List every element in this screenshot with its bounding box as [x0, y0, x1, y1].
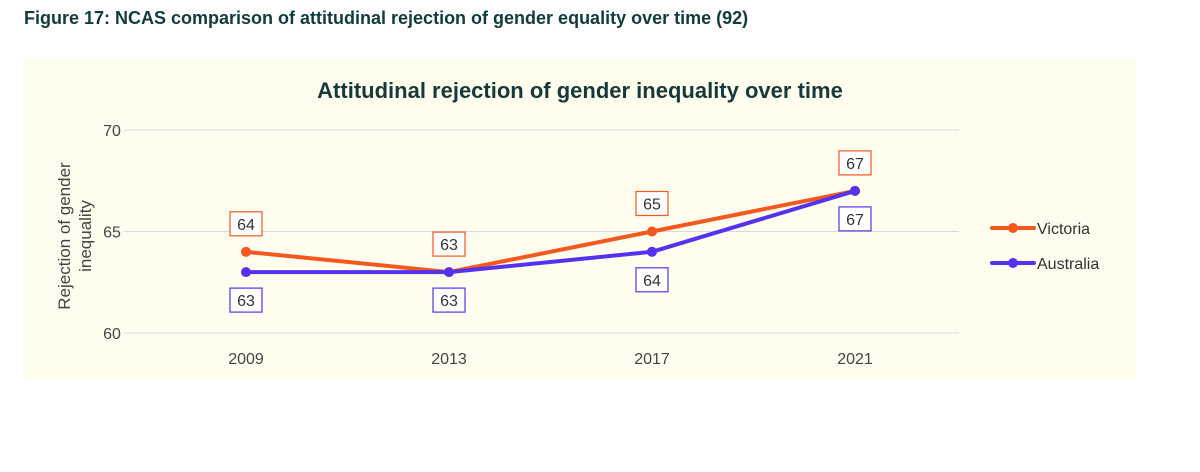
- legend-label: Victoria: [1037, 221, 1090, 238]
- chart-title: Attitudinal rejection of gender inequali…: [317, 78, 843, 103]
- data-point: [647, 246, 657, 257]
- data-label: 63: [237, 293, 255, 310]
- data-label: 63: [440, 237, 458, 254]
- data-point: [241, 246, 251, 257]
- data-point: [647, 226, 657, 237]
- legend-marker: [1008, 258, 1018, 268]
- data-label-box: [635, 267, 669, 293]
- legend-marker: [1008, 223, 1018, 233]
- y-tick-label: 65: [103, 225, 121, 242]
- data-label-box: [635, 190, 669, 217]
- line-chart: Attitudinal rejection of gender inequali…: [55, 78, 1099, 368]
- data-label: 64: [237, 217, 255, 234]
- data-label-box: [229, 287, 263, 313]
- chart-area: Attitudinal rejection of gender inequali…: [24, 58, 1136, 380]
- x-tick-label: 2021: [837, 351, 873, 368]
- data-label-box: [838, 206, 872, 232]
- y-axis-label-line: inequality: [76, 200, 95, 272]
- data-label: 67: [846, 212, 864, 229]
- y-axis-label: Rejection of gender inequality: [55, 162, 95, 310]
- y-axis-label-line: Rejection of gender: [55, 162, 74, 310]
- data-label: 65: [643, 197, 661, 214]
- data-label-box: [432, 287, 466, 313]
- data-label-box: [838, 150, 872, 176]
- x-tick-label: 2013: [431, 351, 467, 368]
- data-point: [444, 267, 454, 278]
- data-label-box: [432, 231, 466, 257]
- data-label-box: [229, 211, 263, 237]
- x-tick-label: 2009: [228, 351, 264, 368]
- data-point: [850, 185, 860, 196]
- legend-label: Australia: [1037, 256, 1099, 273]
- figure-caption: Figure 17: NCAS comparison of attitudina…: [24, 8, 749, 28]
- y-tick-label: 70: [103, 123, 121, 140]
- y-tick-label: 60: [103, 326, 121, 343]
- series-line-victoria: [244, 188, 857, 275]
- series-line-australia: [244, 188, 857, 275]
- data-point: [241, 267, 251, 278]
- data-label: 63: [440, 293, 458, 310]
- x-tick-label: 2017: [634, 351, 670, 368]
- data-label: 67: [846, 156, 864, 173]
- data-label: 64: [643, 273, 661, 290]
